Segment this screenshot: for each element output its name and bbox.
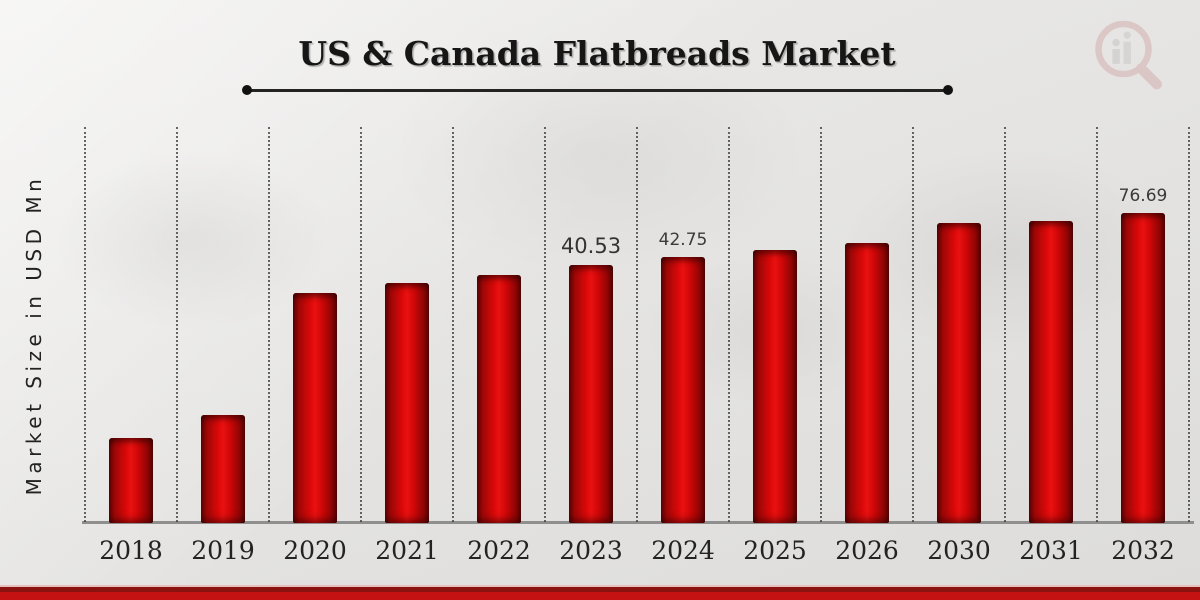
bar-2031 [1029,221,1073,523]
x-axis-line [82,521,1194,524]
gridline [912,127,914,522]
bar-2024 [661,257,705,523]
chart-header: US & Canada Flatbreads Market [197,34,997,73]
gridline [1004,127,1006,522]
gridline [728,127,730,522]
bar-2023 [569,265,613,523]
rule-end-dot-left [242,85,252,95]
x-tick-2032: 2032 [1111,536,1175,565]
title-underline [242,85,953,95]
x-tick-2019: 2019 [191,536,255,565]
bar-2021 [385,283,429,523]
brand-logo-magnifier-icon [1088,12,1172,104]
gridline [1188,127,1190,522]
x-tick-2024: 2024 [651,536,715,565]
gridline [636,127,638,522]
x-tick-2030: 2030 [927,536,991,565]
gridline [820,127,822,522]
x-tick-2021: 2021 [375,536,439,565]
x-tick-2026: 2026 [835,536,899,565]
bar-value-label-2023: 40.53 [560,234,622,258]
bar-2030 [937,223,981,523]
gridline [544,127,546,522]
gridline [452,127,454,522]
x-tick-2022: 2022 [467,536,531,565]
x-tick-2020: 2020 [283,536,347,565]
bar-2022 [477,275,521,523]
x-tick-2031: 2031 [1019,536,1083,565]
bar-2018 [109,438,153,523]
gridline [84,127,86,522]
gridline [176,127,178,522]
gridline [268,127,270,522]
bar-2032 [1121,213,1165,523]
bar-2019 [201,415,245,523]
rule-end-dot-right [943,85,953,95]
bar-value-label-2032: 76.69 [1118,186,1168,206]
bar-value-label-2024: 42.75 [658,230,708,250]
x-tick-2023: 2023 [559,536,623,565]
bottom-accent-band [0,585,1200,600]
page-title: US & Canada Flatbreads Market [298,34,896,73]
bar-2020 [293,293,337,523]
bar-2025 [753,250,797,523]
x-tick-2018: 2018 [99,536,163,565]
gridline [360,127,362,522]
gridline [1096,127,1098,522]
x-tick-2025: 2025 [743,536,807,565]
bar-2026 [845,243,889,523]
